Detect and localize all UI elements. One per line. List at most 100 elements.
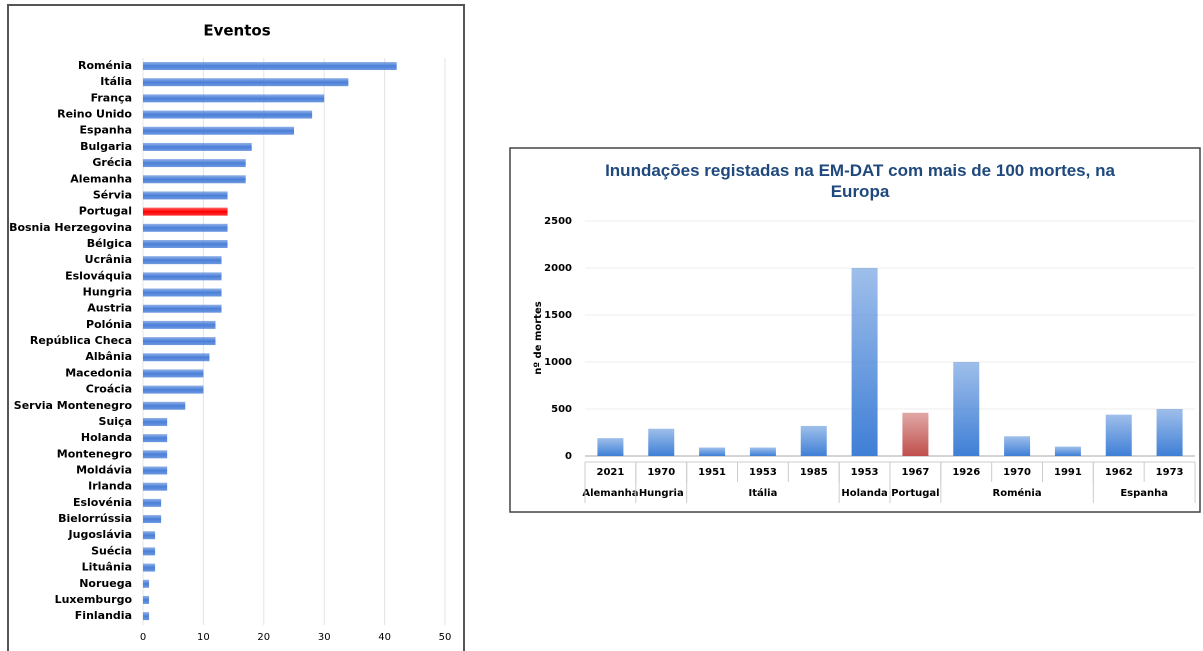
y-tick-label: Moldávia (76, 464, 132, 477)
y-tick-label: Eslovénia (73, 496, 132, 509)
bar (143, 256, 222, 265)
y-tick-label: 2000 (544, 263, 572, 274)
x-tick-label: 1991 (1054, 467, 1082, 478)
bar (143, 191, 228, 200)
x-tick-label: 1926 (952, 467, 980, 478)
bar (143, 304, 222, 313)
y-tick-label: Bielorrússia (58, 512, 132, 525)
bar (143, 417, 168, 426)
y-tick-label: Bélgica (87, 237, 132, 250)
y-tick-label: Bulgaria (80, 140, 132, 153)
y-tick-label: 1500 (544, 310, 572, 321)
y-tick-label: Alemanha (70, 172, 132, 185)
bar (699, 447, 726, 456)
bar (143, 62, 397, 70)
bar (143, 94, 325, 103)
x-tick-label: 30 (318, 632, 331, 643)
bar (143, 320, 216, 329)
x-tick-label: 1970 (1003, 467, 1031, 478)
bar (143, 563, 156, 572)
y-tick-label: Espanha (80, 124, 132, 137)
bar (648, 428, 675, 456)
bar (143, 434, 168, 443)
y-tick-label: Servia Montenegro (14, 399, 133, 412)
x-tick-label: 1973 (1156, 467, 1184, 478)
y-tick-label: Suécia (91, 544, 132, 557)
bar (143, 531, 156, 540)
bar (902, 412, 929, 456)
bar (143, 337, 216, 346)
x-tick-label: 1953 (851, 467, 879, 478)
bar (1004, 436, 1031, 456)
group-label: Hungria (639, 488, 684, 499)
bar (143, 159, 246, 168)
bar (143, 239, 228, 248)
bar (143, 498, 162, 507)
bar (143, 401, 186, 410)
y-tick-label: 500 (551, 404, 572, 415)
group-label: Portugal (891, 488, 939, 499)
y-tick-label: Itália (100, 75, 132, 88)
bar (143, 78, 349, 87)
bar (953, 362, 980, 456)
group-label: Holanda (841, 488, 887, 499)
y-tick-label: Grécia (92, 156, 132, 169)
bar (143, 353, 210, 362)
bar (143, 223, 228, 232)
x-tick-label: 2021 (596, 467, 624, 478)
chart-title: Inundações registadas na EM-DAT com mais… (605, 161, 1115, 201)
y-tick-label: 1000 (544, 357, 572, 368)
bar (143, 207, 228, 216)
bar (143, 110, 313, 119)
y-tick-label: Holanda (81, 431, 132, 444)
y-tick-label: Macedonia (65, 366, 132, 379)
bar (143, 515, 162, 524)
y-tick-label: Irlanda (88, 480, 132, 493)
x-tick-label: 10 (197, 632, 210, 643)
y-tick-label: Noruega (79, 577, 132, 590)
y-tick-label: Hungria (83, 286, 132, 299)
y-tick-label: Reino Unido (57, 108, 132, 121)
y-tick-label: Austria (87, 302, 132, 315)
y-tick-label: Luxemburgo (55, 593, 133, 606)
bar (143, 126, 294, 135)
y-tick-label: 2500 (544, 216, 572, 227)
y-tick-label: Bosnia Herzegovina (9, 221, 132, 234)
bar (749, 447, 776, 456)
bar (143, 450, 168, 459)
y-tick-label: França (91, 91, 132, 104)
y-tick-label: Jugoslávia (68, 528, 132, 541)
x-tick-label: 0 (140, 632, 146, 643)
bar (1054, 446, 1081, 456)
y-tick-label: Polónia (86, 318, 132, 331)
bar (597, 438, 624, 456)
bar (851, 268, 878, 456)
bar (143, 579, 150, 588)
bar (143, 272, 222, 281)
y-tick-label: Croácia (86, 383, 132, 396)
y-tick-label: Portugal (79, 205, 132, 218)
x-tick-label: 40 (378, 632, 391, 643)
y-tick-label: Lituânia (82, 561, 132, 574)
bar (143, 612, 150, 621)
bar (1105, 414, 1132, 456)
x-tick-label: 1985 (800, 467, 828, 478)
y-tick-label: Roménia (78, 59, 132, 72)
bar (143, 595, 150, 604)
x-tick-label: 50 (439, 632, 452, 643)
bar (1156, 409, 1183, 456)
x-tick-label: 1970 (647, 467, 675, 478)
x-tick-label: 1962 (1105, 467, 1133, 478)
x-tick-label: 1951 (698, 467, 726, 478)
x-tick-label: 1953 (749, 467, 777, 478)
bar (143, 547, 156, 556)
y-tick-label: Finlandia (75, 609, 132, 622)
bar (143, 142, 252, 151)
bar (143, 288, 222, 297)
bar (143, 175, 246, 184)
group-label: Alemanha (582, 488, 638, 499)
bar (143, 385, 204, 394)
y-tick-label: Sérvia (93, 188, 132, 201)
bar (800, 425, 827, 456)
